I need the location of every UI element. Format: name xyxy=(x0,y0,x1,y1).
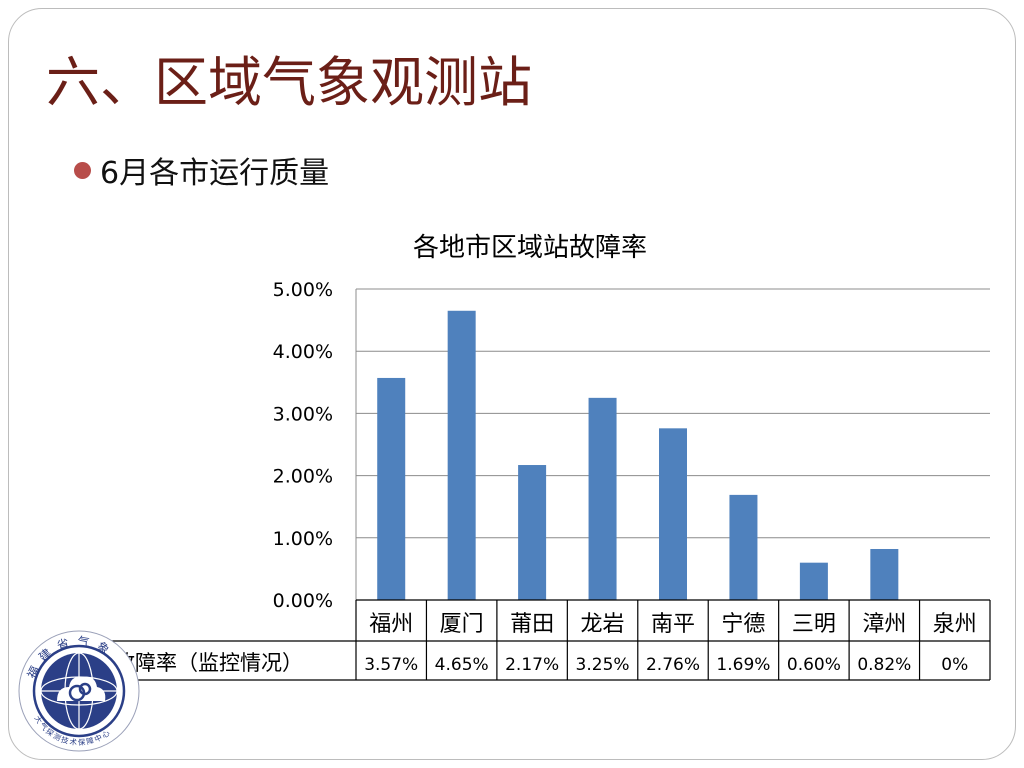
data-table-value: 3.57% xyxy=(364,655,418,675)
data-table-value: 4.65% xyxy=(435,655,489,675)
data-table-value: 0.82% xyxy=(857,655,911,675)
data-table-value: 0.60% xyxy=(787,655,841,675)
data-table-value: 2.17% xyxy=(505,655,559,675)
y-tick-label: 0.00% xyxy=(273,590,333,612)
bar-龙岩 xyxy=(588,397,617,600)
x-category-label: 莆田 xyxy=(510,612,554,637)
slide-title: 六、区域气象观测站 xyxy=(46,51,532,114)
x-category-label: 福州 xyxy=(369,612,413,637)
x-category-label: 三明 xyxy=(792,612,836,637)
data-table-value: 0% xyxy=(941,655,968,675)
bullet-dot-icon xyxy=(74,161,91,179)
meteorological-bureau-logo-icon: 福建省气象 大气探测技术保障中心 xyxy=(18,630,140,752)
chart-title: 各地市区域站故障率 xyxy=(413,233,647,263)
bar-莆田 xyxy=(518,465,547,600)
slide-frame xyxy=(8,8,1016,760)
x-category-label: 龙岩 xyxy=(581,612,625,637)
bullet-item: 6月各市运行质量 xyxy=(74,148,329,192)
bar-宁德 xyxy=(729,494,758,600)
y-tick-label: 3.00% xyxy=(273,403,333,425)
chart-y-axis: 0.00% 1.00% 2.00% 3.00% 4.00% 5.00% xyxy=(273,279,357,612)
bar-漳州 xyxy=(870,548,899,600)
chart-bars xyxy=(377,310,899,600)
bar-南平 xyxy=(659,428,687,600)
data-table-value: 3.25% xyxy=(576,655,630,675)
y-tick-label: 2.00% xyxy=(273,466,333,488)
series-label: 故障率（监控情况） xyxy=(114,651,303,675)
x-category-label: 漳州 xyxy=(862,612,906,637)
data-table-value: 1.69% xyxy=(716,655,770,675)
chart-data-table: 福州 厦门 莆田 龙岩 南平 宁德 三明 漳州 泉州 3.57% 4.65% 2.17% 3.25% 2.… xyxy=(87,599,991,681)
bar-三明 xyxy=(799,562,828,600)
bullet-text: 6月各市运行质量 xyxy=(100,156,330,191)
bar-福州 xyxy=(377,377,406,600)
y-tick-label: 5.00% xyxy=(273,279,333,301)
x-category-label: 泉州 xyxy=(933,612,977,637)
x-category-label: 宁德 xyxy=(721,612,765,637)
x-category-label: 厦门 xyxy=(440,612,484,637)
y-tick-label: 4.00% xyxy=(273,341,333,363)
data-table-value: 2.76% xyxy=(646,655,700,675)
y-tick-label: 1.00% xyxy=(273,528,333,550)
bar-厦门 xyxy=(447,310,476,600)
x-category-label: 南平 xyxy=(651,612,695,637)
